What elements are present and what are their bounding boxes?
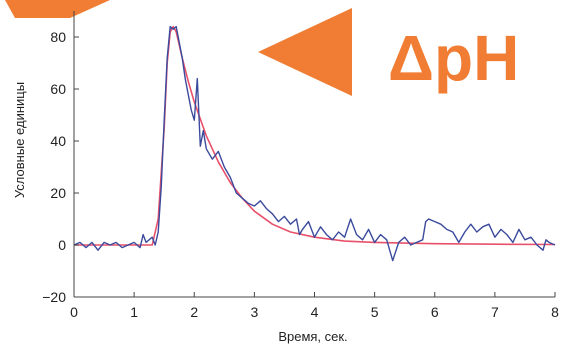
x-tick-label: 0 xyxy=(70,304,78,320)
x-axis-title: Время, сек. xyxy=(278,329,347,344)
x-tick-label: 8 xyxy=(551,304,559,320)
delta-ph-label: ΔpH xyxy=(388,22,519,94)
y-tick-label: 80 xyxy=(50,29,66,45)
y-tick-label: 60 xyxy=(50,81,66,97)
series-line-measured xyxy=(73,25,556,262)
x-tick-label: 7 xyxy=(491,304,499,320)
orange-arrow-left-shape xyxy=(258,8,352,96)
x-tick-label: 5 xyxy=(371,304,379,320)
y-tick-label: 40 xyxy=(50,133,66,149)
x-tick-label: 2 xyxy=(190,304,198,320)
orange-arrow-top-shape xyxy=(5,0,110,18)
plot-area xyxy=(73,25,556,262)
x-tick-label: 1 xyxy=(130,304,138,320)
y-tick-label: −20 xyxy=(42,289,66,305)
x-tick-label: 3 xyxy=(250,304,258,320)
y-axis-title: Условные единицы xyxy=(12,82,27,198)
x-tick-label: 6 xyxy=(431,304,439,320)
y-tick-label: 20 xyxy=(50,185,66,201)
y-tick-label: 0 xyxy=(58,237,66,253)
x-tick-label: 4 xyxy=(311,304,319,320)
